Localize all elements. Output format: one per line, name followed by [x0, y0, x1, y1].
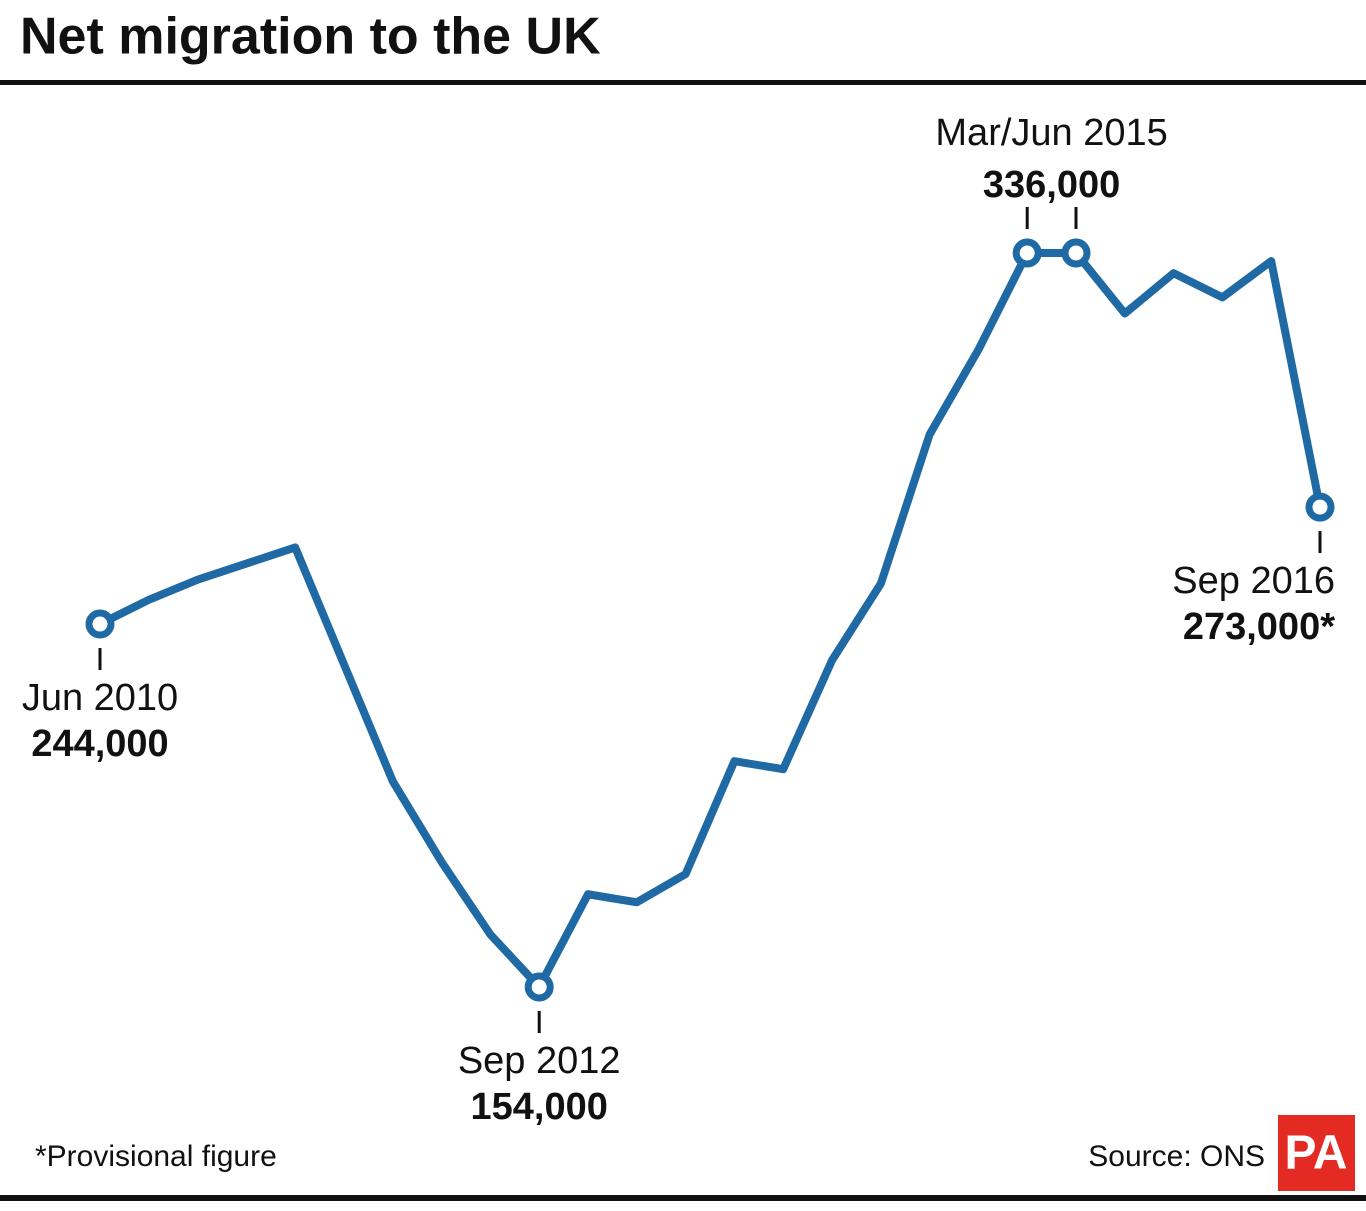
category-label: Mar/Jun 2015 [935, 112, 1167, 154]
logo: PA [1284, 1127, 1347, 1180]
chart-title: Net migration to the UK [20, 8, 601, 66]
title-rule [0, 80, 1366, 85]
value-label: 336,000 [983, 164, 1120, 206]
value-label: 244,000 [31, 723, 168, 765]
point-marker [1305, 492, 1335, 522]
source: Source: ONS [1088, 1140, 1265, 1173]
point-marker [85, 609, 115, 639]
category-label: Sep 2016 [1172, 560, 1335, 602]
point-marker [1061, 238, 1091, 268]
data-line [98, 249, 1324, 991]
value-label: 154,000 [471, 1086, 608, 1128]
category-label: Sep 2012 [458, 1040, 621, 1082]
point-marker [524, 972, 554, 1002]
footer-rule [0, 1195, 1366, 1201]
category-label: Jun 2010 [22, 677, 178, 719]
logo-box [1278, 1115, 1355, 1191]
footnote: *Provisional figure [35, 1140, 277, 1173]
value-label: 273,000* [1183, 606, 1335, 648]
point-marker [1012, 238, 1042, 268]
